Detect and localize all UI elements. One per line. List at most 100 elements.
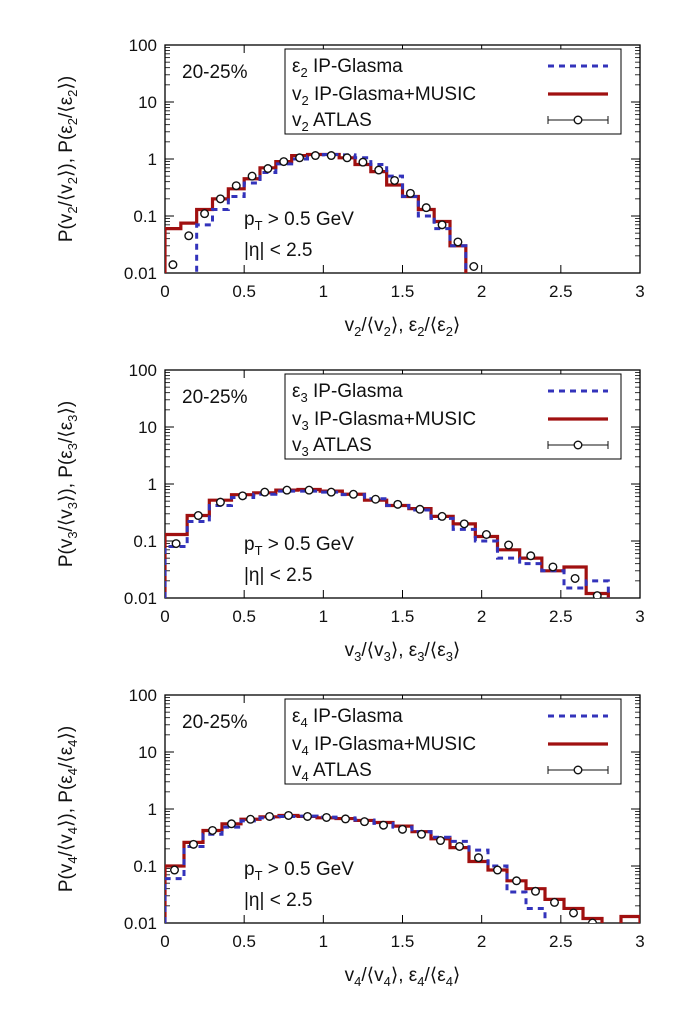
atlas-data-point bbox=[531, 886, 541, 896]
y-tick-label: 0.01 bbox=[124, 264, 157, 283]
x-tick-label: 0.5 bbox=[232, 282, 256, 301]
x-tick-label: 0 bbox=[160, 282, 169, 301]
pt-cut-label: pT​ > 0.5 GeV bbox=[244, 209, 354, 233]
x-tick-label: 3 bbox=[635, 607, 644, 626]
x-tick-label: 1.5 bbox=[391, 607, 415, 626]
atlas-data-point bbox=[284, 810, 294, 820]
x-tick-label: 2 bbox=[477, 607, 486, 626]
x-tick-label: 0 bbox=[160, 932, 169, 951]
atlas-data-point bbox=[437, 220, 447, 230]
atlas-data-point bbox=[215, 194, 225, 204]
atlas-data-point bbox=[371, 494, 381, 504]
atlas-data-point bbox=[348, 489, 358, 499]
atlas-data-point bbox=[459, 519, 469, 529]
y-tick-label: 100 bbox=[129, 686, 157, 705]
atlas-data-point bbox=[326, 487, 336, 497]
x-axis-label: v3​/⟨v3​⟩, ε3​/⟨ε3​⟩ bbox=[345, 640, 461, 664]
atlas-data-point bbox=[260, 487, 270, 497]
atlas-data-point bbox=[374, 165, 384, 175]
atlas-data-point bbox=[326, 151, 336, 161]
atlas-data-point bbox=[421, 203, 431, 213]
x-tick-label: 1.5 bbox=[391, 282, 415, 301]
y-tick-label: 10 bbox=[138, 93, 157, 112]
y-axis-label: P(v3​/⟨v3​⟩), P(ε3​/⟨ε3​⟩) bbox=[56, 401, 80, 567]
x-tick-label: 2.5 bbox=[549, 607, 573, 626]
atlas-data-point bbox=[358, 157, 368, 167]
atlas-data-point bbox=[570, 573, 580, 583]
atlas-data-point bbox=[455, 841, 465, 851]
legend-label: ε3​ IP-Glasma bbox=[292, 381, 403, 405]
atlas-data-point bbox=[303, 811, 313, 821]
y-tick-label: 100 bbox=[129, 36, 157, 55]
atlas-data-point bbox=[512, 876, 522, 886]
y-tick-label: 0.1 bbox=[133, 532, 157, 551]
eccentricity-histogram-line bbox=[165, 814, 547, 923]
eccentricity-histogram-line bbox=[165, 489, 610, 598]
atlas-data-point bbox=[304, 485, 314, 495]
atlas-data-point bbox=[188, 839, 198, 849]
atlas-data-point bbox=[279, 157, 289, 167]
atlas-data-point bbox=[215, 497, 225, 507]
y-tick-label: 100 bbox=[129, 361, 157, 380]
atlas-data-point bbox=[263, 164, 273, 174]
x-tick-label: 0.5 bbox=[232, 607, 256, 626]
atlas-data-point bbox=[474, 853, 484, 863]
y-tick-label: 1 bbox=[148, 475, 157, 494]
x-tick-label: 2.5 bbox=[549, 282, 573, 301]
atlas-data-point bbox=[265, 811, 275, 821]
atlas-data-point bbox=[493, 865, 503, 875]
panel-v4: 0 0.5 1 1.5 2 2.5 3 0.01 0.1 1 10 100 ε4​ IP-Glasma v… bbox=[56, 686, 645, 989]
x-tick-label: 2.5 bbox=[549, 932, 573, 951]
eta-cut-label: |η| < 2.5 bbox=[244, 565, 313, 586]
x-tick-label: 0.5 bbox=[232, 932, 256, 951]
x-tick-label: 1 bbox=[319, 282, 328, 301]
atlas-data-point bbox=[526, 551, 536, 561]
atlas-data-point bbox=[200, 209, 210, 219]
atlas-data-point bbox=[322, 812, 332, 822]
legend-label: ε2​ IP-Glasma bbox=[292, 56, 403, 80]
legend-label: v2​ ATLAS bbox=[292, 110, 372, 134]
plot-area bbox=[165, 151, 484, 273]
atlas-data-point bbox=[169, 865, 179, 875]
centrality-label: 20-25% bbox=[182, 712, 248, 733]
atlas-data-point bbox=[550, 897, 560, 907]
atlas-data-point bbox=[207, 825, 217, 835]
legend-swatch-point bbox=[573, 765, 583, 775]
x-tick-label: 2 bbox=[477, 932, 486, 951]
y-tick-label: 0.01 bbox=[124, 914, 157, 933]
y-tick-label: 10 bbox=[138, 418, 157, 437]
y-tick-label: 0.1 bbox=[133, 857, 157, 876]
eta-cut-label: |η| < 2.5 bbox=[244, 890, 313, 911]
x-tick-label: 2 bbox=[477, 282, 486, 301]
atlas-data-point bbox=[548, 562, 558, 572]
atlas-data-point bbox=[282, 485, 292, 495]
atlas-data-point bbox=[481, 530, 491, 540]
y-tick-label: 1 bbox=[148, 150, 157, 169]
legend-label: v4​ IP-Glasma+MUSIC bbox=[292, 734, 476, 758]
atlas-data-point bbox=[168, 260, 178, 270]
eta-cut-label: |η| < 2.5 bbox=[244, 240, 313, 261]
atlas-data-point bbox=[360, 817, 370, 827]
eccentricity-histogram-line bbox=[165, 152, 484, 273]
atlas-data-point bbox=[238, 491, 248, 501]
plot-area bbox=[165, 485, 610, 598]
atlas-data-point bbox=[393, 499, 403, 509]
legend-label: v2​ IP-Glasma+MUSIC bbox=[292, 84, 476, 108]
legend-label: v4​ ATLAS bbox=[292, 760, 372, 784]
atlas-data-point bbox=[415, 504, 425, 514]
y-tick-label: 1 bbox=[148, 800, 157, 819]
atlas-data-point bbox=[184, 231, 194, 241]
atlas-data-point bbox=[379, 820, 389, 830]
atlas-data-point bbox=[245, 814, 255, 824]
atlas-data-point bbox=[405, 188, 415, 198]
atlas-data-point bbox=[295, 153, 305, 163]
atlas-data-point bbox=[592, 591, 602, 598]
atlas-data-point bbox=[453, 237, 463, 247]
atlas-data-point bbox=[569, 908, 579, 918]
atlas-data-point bbox=[247, 171, 257, 181]
atlas-data-point bbox=[342, 153, 352, 163]
y-tick-label: 0.1 bbox=[133, 207, 157, 226]
x-tick-label: 1 bbox=[319, 932, 328, 951]
y-tick-label: 0.01 bbox=[124, 589, 157, 608]
x-tick-label: 0 bbox=[160, 607, 169, 626]
